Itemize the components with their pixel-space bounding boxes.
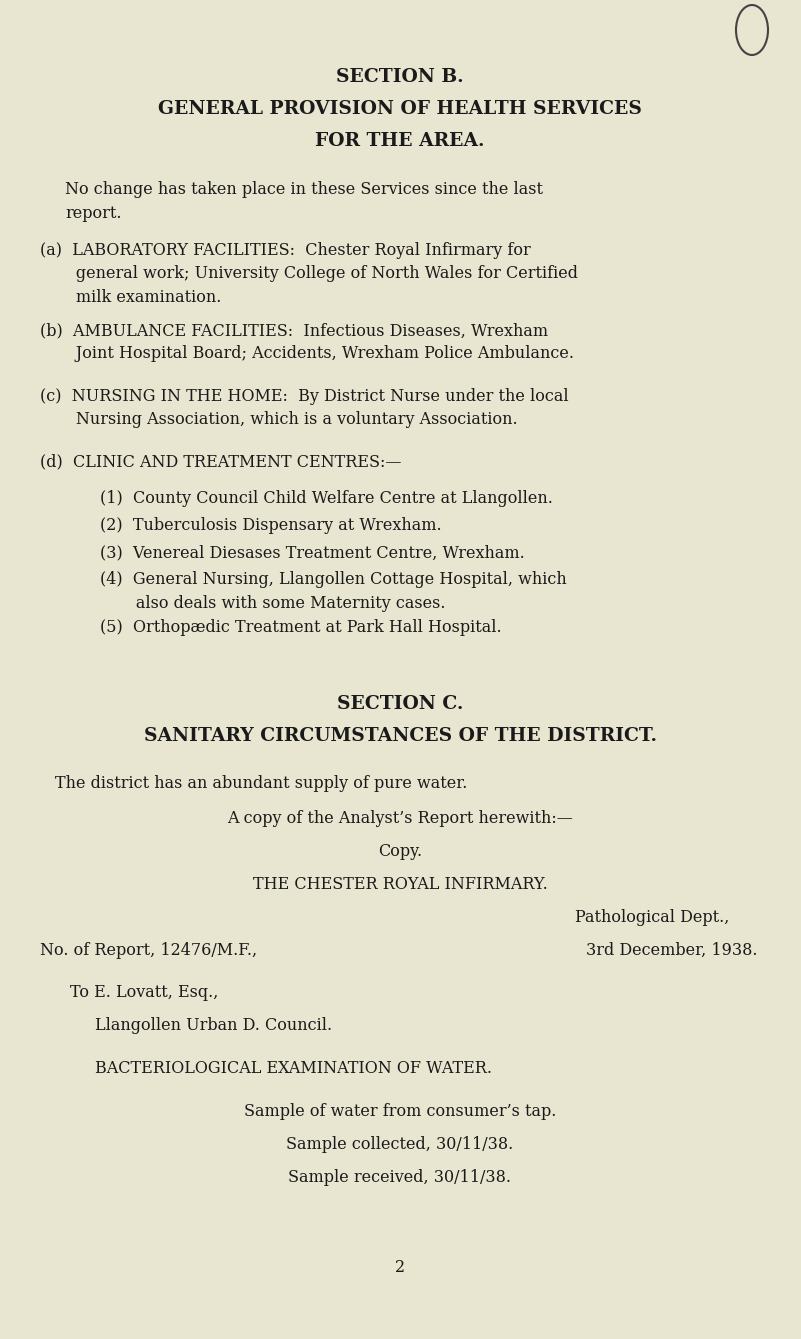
- Text: SECTION C.: SECTION C.: [336, 695, 463, 712]
- Text: (3)  Venereal Diesases Treatment Centre, Wrexham.: (3) Venereal Diesases Treatment Centre, …: [100, 544, 525, 561]
- Text: Sample received, 30/11/38.: Sample received, 30/11/38.: [288, 1169, 512, 1186]
- Text: (5)  Orthopædic Treatment at Park Hall Hospital.: (5) Orthopædic Treatment at Park Hall Ho…: [100, 619, 501, 636]
- Text: (4)  General Nursing, Llangollen Cottage Hospital, which
       also deals with : (4) General Nursing, Llangollen Cottage …: [100, 570, 567, 612]
- Text: (a)  LABORATORY FACILITIES:  Chester Royal Infirmary for
       general work; Un: (a) LABORATORY FACILITIES: Chester Royal…: [40, 242, 578, 307]
- Text: (d)  CLINIC AND TREATMENT CENTRES:—: (d) CLINIC AND TREATMENT CENTRES:—: [40, 453, 401, 470]
- Text: FOR THE AREA.: FOR THE AREA.: [316, 133, 485, 150]
- Text: The district has an abundant supply of pure water.: The district has an abundant supply of p…: [55, 775, 467, 791]
- Text: 3rd December, 1938.: 3rd December, 1938.: [586, 943, 758, 959]
- Text: No change has taken place in these Services since the last
report.: No change has taken place in these Servi…: [65, 181, 543, 221]
- Text: (1)  County Council Child Welfare Centre at Llangollen.: (1) County Council Child Welfare Centre …: [100, 490, 553, 507]
- Text: (c)  NURSING IN THE HOME:  By District Nurse under the local
       Nursing Asso: (c) NURSING IN THE HOME: By District Nur…: [40, 388, 569, 428]
- Text: Copy.: Copy.: [378, 844, 422, 860]
- Text: Sample collected, 30/11/38.: Sample collected, 30/11/38.: [287, 1135, 513, 1153]
- Text: No. of Report, 12476/M.F.,: No. of Report, 12476/M.F.,: [40, 943, 257, 959]
- Text: THE CHESTER ROYAL INFIRMARY.: THE CHESTER ROYAL INFIRMARY.: [252, 876, 547, 893]
- Text: SANITARY CIRCUMSTANCES OF THE DISTRICT.: SANITARY CIRCUMSTANCES OF THE DISTRICT.: [143, 727, 657, 744]
- Text: (2)  Tuberculosis Dispensary at Wrexham.: (2) Tuberculosis Dispensary at Wrexham.: [100, 517, 441, 534]
- Text: (b)  AMBULANCE FACILITIES:  Infectious Diseases, Wrexham
       Joint Hospital B: (b) AMBULANCE FACILITIES: Infectious Dis…: [40, 321, 574, 363]
- Text: Llangollen Urban D. Council.: Llangollen Urban D. Council.: [95, 1018, 332, 1034]
- Text: GENERAL PROVISION OF HEALTH SERVICES: GENERAL PROVISION OF HEALTH SERVICES: [158, 100, 642, 118]
- Text: SECTION B.: SECTION B.: [336, 68, 464, 86]
- Text: 2: 2: [395, 1259, 405, 1276]
- Text: Sample of water from consumer’s tap.: Sample of water from consumer’s tap.: [244, 1103, 556, 1119]
- Text: A copy of the Analyst’s Report herewith:—: A copy of the Analyst’s Report herewith:…: [227, 810, 573, 828]
- Text: Pathological Dept.,: Pathological Dept.,: [575, 909, 730, 927]
- Text: BACTERIOLOGICAL EXAMINATION OF WATER.: BACTERIOLOGICAL EXAMINATION OF WATER.: [95, 1060, 492, 1077]
- Text: To E. Lovatt, Esq.,: To E. Lovatt, Esq.,: [70, 984, 219, 1002]
